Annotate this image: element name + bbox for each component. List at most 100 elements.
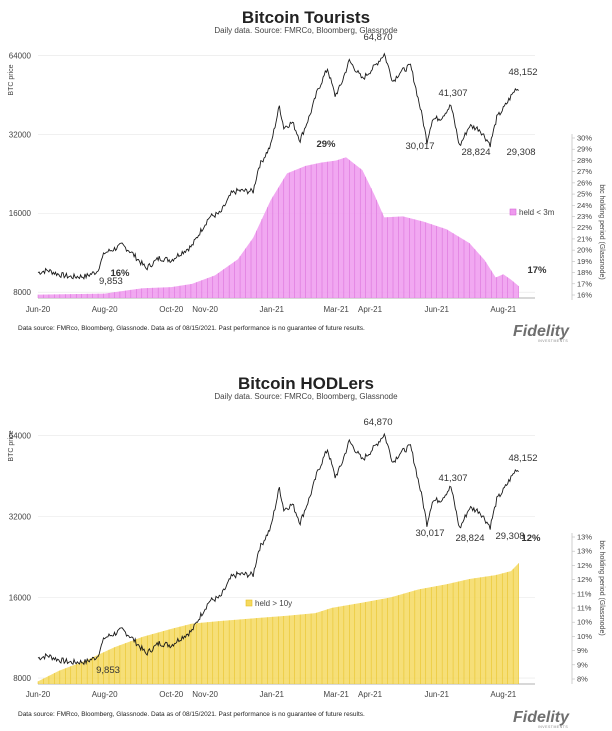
y2-tick-label: 20% [577,246,592,255]
y2-axis-label: btc holding period (Glassnode) [598,184,605,279]
bars-layer [37,563,519,684]
legend: held < 3m [509,208,555,217]
x-tick-label: Jun-20 [26,690,51,699]
annotation-label: 9,853 [99,276,123,287]
fidelity-logo-subtext: INVESTMENTS [538,339,569,343]
x-tick-label: Jun-21 [424,305,449,314]
y2-tick-label: 9% [577,660,588,669]
x-tick-label: Aug-20 [92,305,118,314]
chart-panel-hodlers: Bitcoin HODLers Daily data. Source: FMRC… [0,366,612,731]
legend: held > 10y [245,599,292,608]
y2-tick-label: 23% [577,212,592,221]
y-tick-label: 16000 [9,209,32,218]
annotations-layer: 64,870 41,307 48,152 30,017 28,824 29,308 9,85… [96,417,541,676]
bars-layer [37,157,519,298]
chart-title: Bitcoin Tourists [242,8,370,27]
legend-label: held < 3m [519,208,555,217]
x-tick-label: Jun-20 [26,305,51,314]
chart-subtitle: Daily data. Source: FMRCo, Bloomberg, Gl… [214,26,398,35]
x-tick-label: Jan-21 [260,690,285,699]
annotation-label: 9,853 [96,665,120,676]
y2-tick-label: 9% [577,646,588,655]
x-tick-label: Mar-21 [324,305,350,314]
btc-price-line [37,432,519,666]
y2-tick-label: 25% [577,190,592,199]
annotation-label: 16% [110,268,130,279]
chart-svg: Bitcoin Tourists Daily data. Source: FMR… [8,8,605,343]
footnote: Data source: FMRco, Bloomberg, Glassnode… [18,325,365,332]
legend-label: held > 10y [255,599,292,608]
y-axis-right: 8% 9% 9% 10% 10% 11% 11% 12% 12% 13% 13% [571,533,592,684]
price-layer [37,52,519,280]
x-tick-label: Apr-21 [358,305,383,314]
fidelity-logo: Fidelity [513,709,570,726]
y-tick-label: 8000 [13,288,31,297]
y2-tick-label: 13% [577,547,592,556]
y-tick-label: 64000 [9,432,32,441]
x-axis: Jun-20 Aug-20 Oct-20 Nov-20 Jan-21 Mar-21 Apr-… [26,305,517,314]
x-tick-label: Oct-20 [159,690,184,699]
fidelity-logo-subtext: INVESTMENTS [538,725,569,729]
y-axis-left: 8000 16000 32000 64000 [9,432,32,683]
legend-swatch [245,599,253,607]
x-tick-label: Nov-20 [192,305,218,314]
fidelity-logo: Fidelity [513,323,570,340]
y2-tick-label: 11% [577,589,592,598]
y2-tick-label: 13% [577,533,592,542]
x-tick-label: Jun-21 [424,690,449,699]
annotation-label: 48,152 [508,453,537,464]
y2-tick-label: 22% [577,223,592,232]
y-axis-label: BTC price [8,64,15,95]
y2-tick-label: 29% [577,145,592,154]
y2-axis-label: btc holding period (Glassnode) [598,540,605,635]
annotations-layer: 64,870 41,307 48,152 30,017 28,824 29,308 9,85… [99,32,547,287]
y-tick-label: 8000 [13,674,31,683]
y-tick-label: 64000 [9,51,32,60]
x-tick-label: Jan-21 [260,305,285,314]
y2-tick-label: 27% [577,167,592,176]
annotation-label: 28,824 [461,147,490,158]
annotation-label: 41,307 [438,88,467,99]
y2-tick-label: 11% [577,604,592,613]
y2-tick-label: 10% [577,618,592,627]
annotation-label: 29% [316,139,336,150]
x-tick-label: Aug-21 [490,305,516,314]
x-tick-label: Mar-21 [324,690,350,699]
x-tick-label: Apr-21 [358,690,383,699]
legend-swatch [509,208,517,216]
x-tick-label: Oct-20 [159,305,184,314]
annotation-label: 48,152 [508,67,537,78]
y-tick-label: 32000 [9,130,32,139]
x-tick-label: Aug-21 [490,690,516,699]
annotation-label: 30,017 [405,141,434,152]
y2-tick-label: 17% [577,279,592,288]
annotation-label: 17% [527,265,547,276]
btc-price-line [37,52,519,280]
y2-tick-label: 19% [577,257,592,266]
y2-tick-label: 18% [577,268,592,277]
x-tick-label: Nov-20 [192,690,218,699]
price-layer [37,432,519,666]
annotation-label: 28,824 [455,533,484,544]
chart-svg: Bitcoin HODLers Daily data. Source: FMRC… [8,374,605,729]
y2-tick-label: 26% [577,178,592,187]
x-tick-label: Aug-20 [92,690,118,699]
y-axis-label: BTC price [8,430,15,461]
y2-tick-label: 12% [577,575,592,584]
y2-tick-label: 10% [577,632,592,641]
y-axis-left: 8000 16000 32000 64000 [9,51,32,297]
annotation-label: 29,308 [506,147,535,158]
chart-subtitle: Daily data. Source: FMRCo, Bloomberg, Gl… [214,392,398,401]
annotation-label: 12% [521,533,541,544]
annotation-label: 41,307 [438,473,467,484]
y-tick-label: 32000 [9,512,32,521]
y2-tick-label: 24% [577,201,592,210]
y-axis-right: 16% 17% 18% 19% 20% 21% 22% 23% 24% 25% 26% 27% 28% 2… [571,134,592,300]
footnote: Data source: FMRco, Bloomberg, Glassnode… [18,711,365,718]
y2-tick-label: 30% [577,134,592,143]
y2-tick-label: 28% [577,156,592,165]
annotation-label: 64,870 [363,417,392,428]
y2-tick-label: 8% [577,675,588,684]
annotation-label: 64,870 [363,32,392,43]
y-tick-label: 16000 [9,593,32,602]
